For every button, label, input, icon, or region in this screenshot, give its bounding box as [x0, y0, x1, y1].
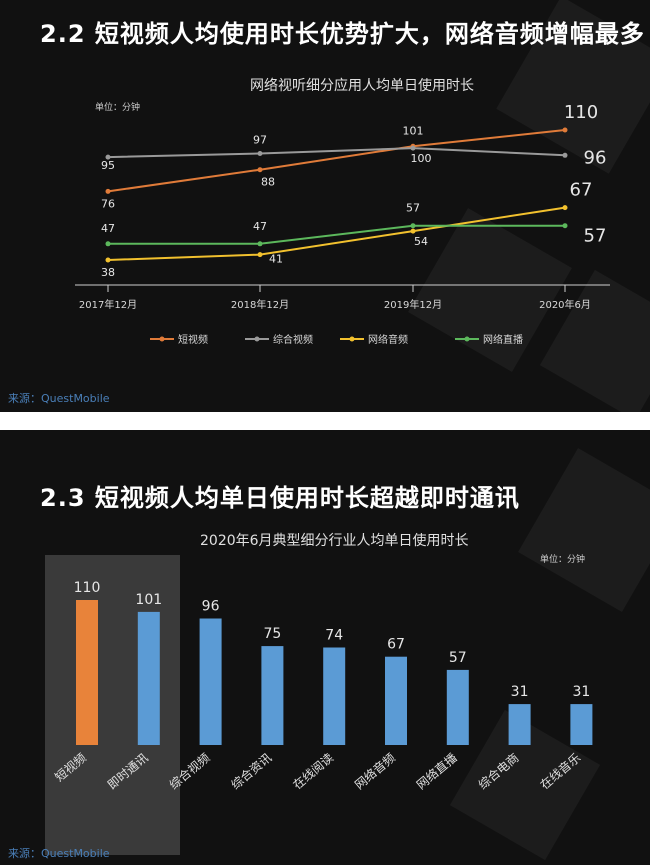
series-point [105, 257, 111, 263]
series-line [107, 129, 566, 193]
legend-label: 综合视频 [273, 333, 313, 346]
category-label: 综合资讯 [228, 750, 274, 792]
series-point [105, 241, 111, 247]
data-label: 100 [411, 152, 432, 165]
category-label: 网络直播 [413, 750, 459, 792]
top-heading: 2.2 短视频人均使用时长优势扩大，网络音频增幅最多 [40, 20, 645, 48]
data-label: 88 [261, 176, 275, 189]
bar [570, 704, 593, 745]
data-label: 95 [101, 159, 115, 172]
series-point [562, 205, 568, 211]
data-label: 57 [406, 202, 420, 215]
data-label: 38 [101, 266, 115, 279]
series-line [108, 224, 565, 245]
bar [261, 646, 284, 745]
x-tick-label: 2019年12月 [384, 298, 442, 311]
series-point [410, 228, 416, 234]
bar-value-label: 67 [387, 637, 405, 653]
series-line [107, 147, 566, 159]
bar-chart-title: 2020年6月典型细分行业人均单日使用时长 [200, 533, 469, 549]
legend-marker [254, 336, 260, 342]
series-point [105, 188, 111, 194]
bar-value-label: 57 [449, 650, 467, 666]
data-label: 47 [101, 222, 115, 235]
x-tick-label: 2017年12月 [79, 298, 137, 311]
series-point [257, 151, 263, 156]
bar-value-label: 101 [135, 592, 162, 608]
bar-chart: 110短视频101即时通讯96综合视频75综合资讯74在线阅读67网络音频57网… [45, 555, 593, 855]
line-chart-title: 网络视听细分应用人均单日使用时长 [250, 78, 474, 94]
category-label: 在线阅读 [290, 751, 336, 793]
data-label: 110 [564, 102, 598, 123]
data-label: 54 [414, 235, 428, 248]
x-tick-label: 2018年12月 [231, 298, 289, 311]
bar [508, 704, 531, 745]
bar-value-label: 75 [263, 626, 281, 642]
series-point [105, 154, 111, 160]
bottom-heading: 2.3 短视频人均单日使用时长超越即时通讯 [40, 484, 520, 512]
series-point [257, 241, 263, 247]
x-tick-label: 2020年6月 [539, 298, 591, 311]
data-label: 57 [584, 226, 607, 247]
series-point [410, 145, 416, 151]
bar-value-label: 31 [572, 684, 590, 700]
bar-value-label: 96 [202, 599, 220, 615]
series-point [257, 252, 263, 258]
series-point [562, 152, 568, 158]
top-panel: 2.2 短视频人均使用时长优势扩大，网络音频增幅最多 网络视听细分应用人均单日使… [0, 0, 650, 412]
data-label: 97 [253, 134, 267, 147]
data-label: 41 [269, 253, 283, 266]
top-source: 来源：QuestMobile [8, 392, 110, 405]
series-point [257, 167, 263, 173]
bottom-panel: 2.3 短视频人均单日使用时长超越即时通讯 2020年6月典型细分行业人均单日使… [0, 430, 650, 865]
bar [446, 669, 469, 745]
legend-label: 网络直播 [483, 333, 523, 346]
bar [199, 618, 222, 745]
bar [323, 647, 346, 745]
bar [137, 611, 160, 745]
bar [76, 600, 98, 745]
data-label: 67 [570, 180, 593, 201]
data-label: 96 [584, 147, 607, 168]
legend-marker [349, 336, 355, 342]
legend-marker [159, 336, 165, 342]
category-label: 综合电商 [475, 750, 521, 792]
bar-chart-unit: 单位：分钟 [540, 555, 586, 565]
bar-value-label: 74 [325, 628, 343, 644]
series-line [107, 206, 566, 261]
line-chart-unit: 单位：分钟 [95, 103, 141, 113]
bar-value-label: 31 [511, 684, 529, 700]
data-label: 76 [101, 197, 115, 210]
bar-value-label: 110 [74, 580, 101, 596]
category-label: 网络音频 [352, 750, 398, 792]
data-label: 101 [403, 124, 424, 137]
legend-label: 网络音频 [368, 333, 408, 346]
legend-label: 短视频 [178, 333, 208, 346]
category-label: 在线音乐 [537, 750, 583, 792]
legend-marker [464, 336, 470, 342]
series-point [410, 223, 416, 229]
data-label: 47 [253, 220, 267, 233]
bar [385, 656, 407, 745]
bottom-source: 来源：QuestMobile [8, 847, 110, 860]
series-point [562, 223, 568, 229]
line-chart: 2017年12月 2018年12月 2019年12月 2020年6月 76 88 101 11… [75, 102, 610, 346]
series-point [562, 127, 568, 133]
